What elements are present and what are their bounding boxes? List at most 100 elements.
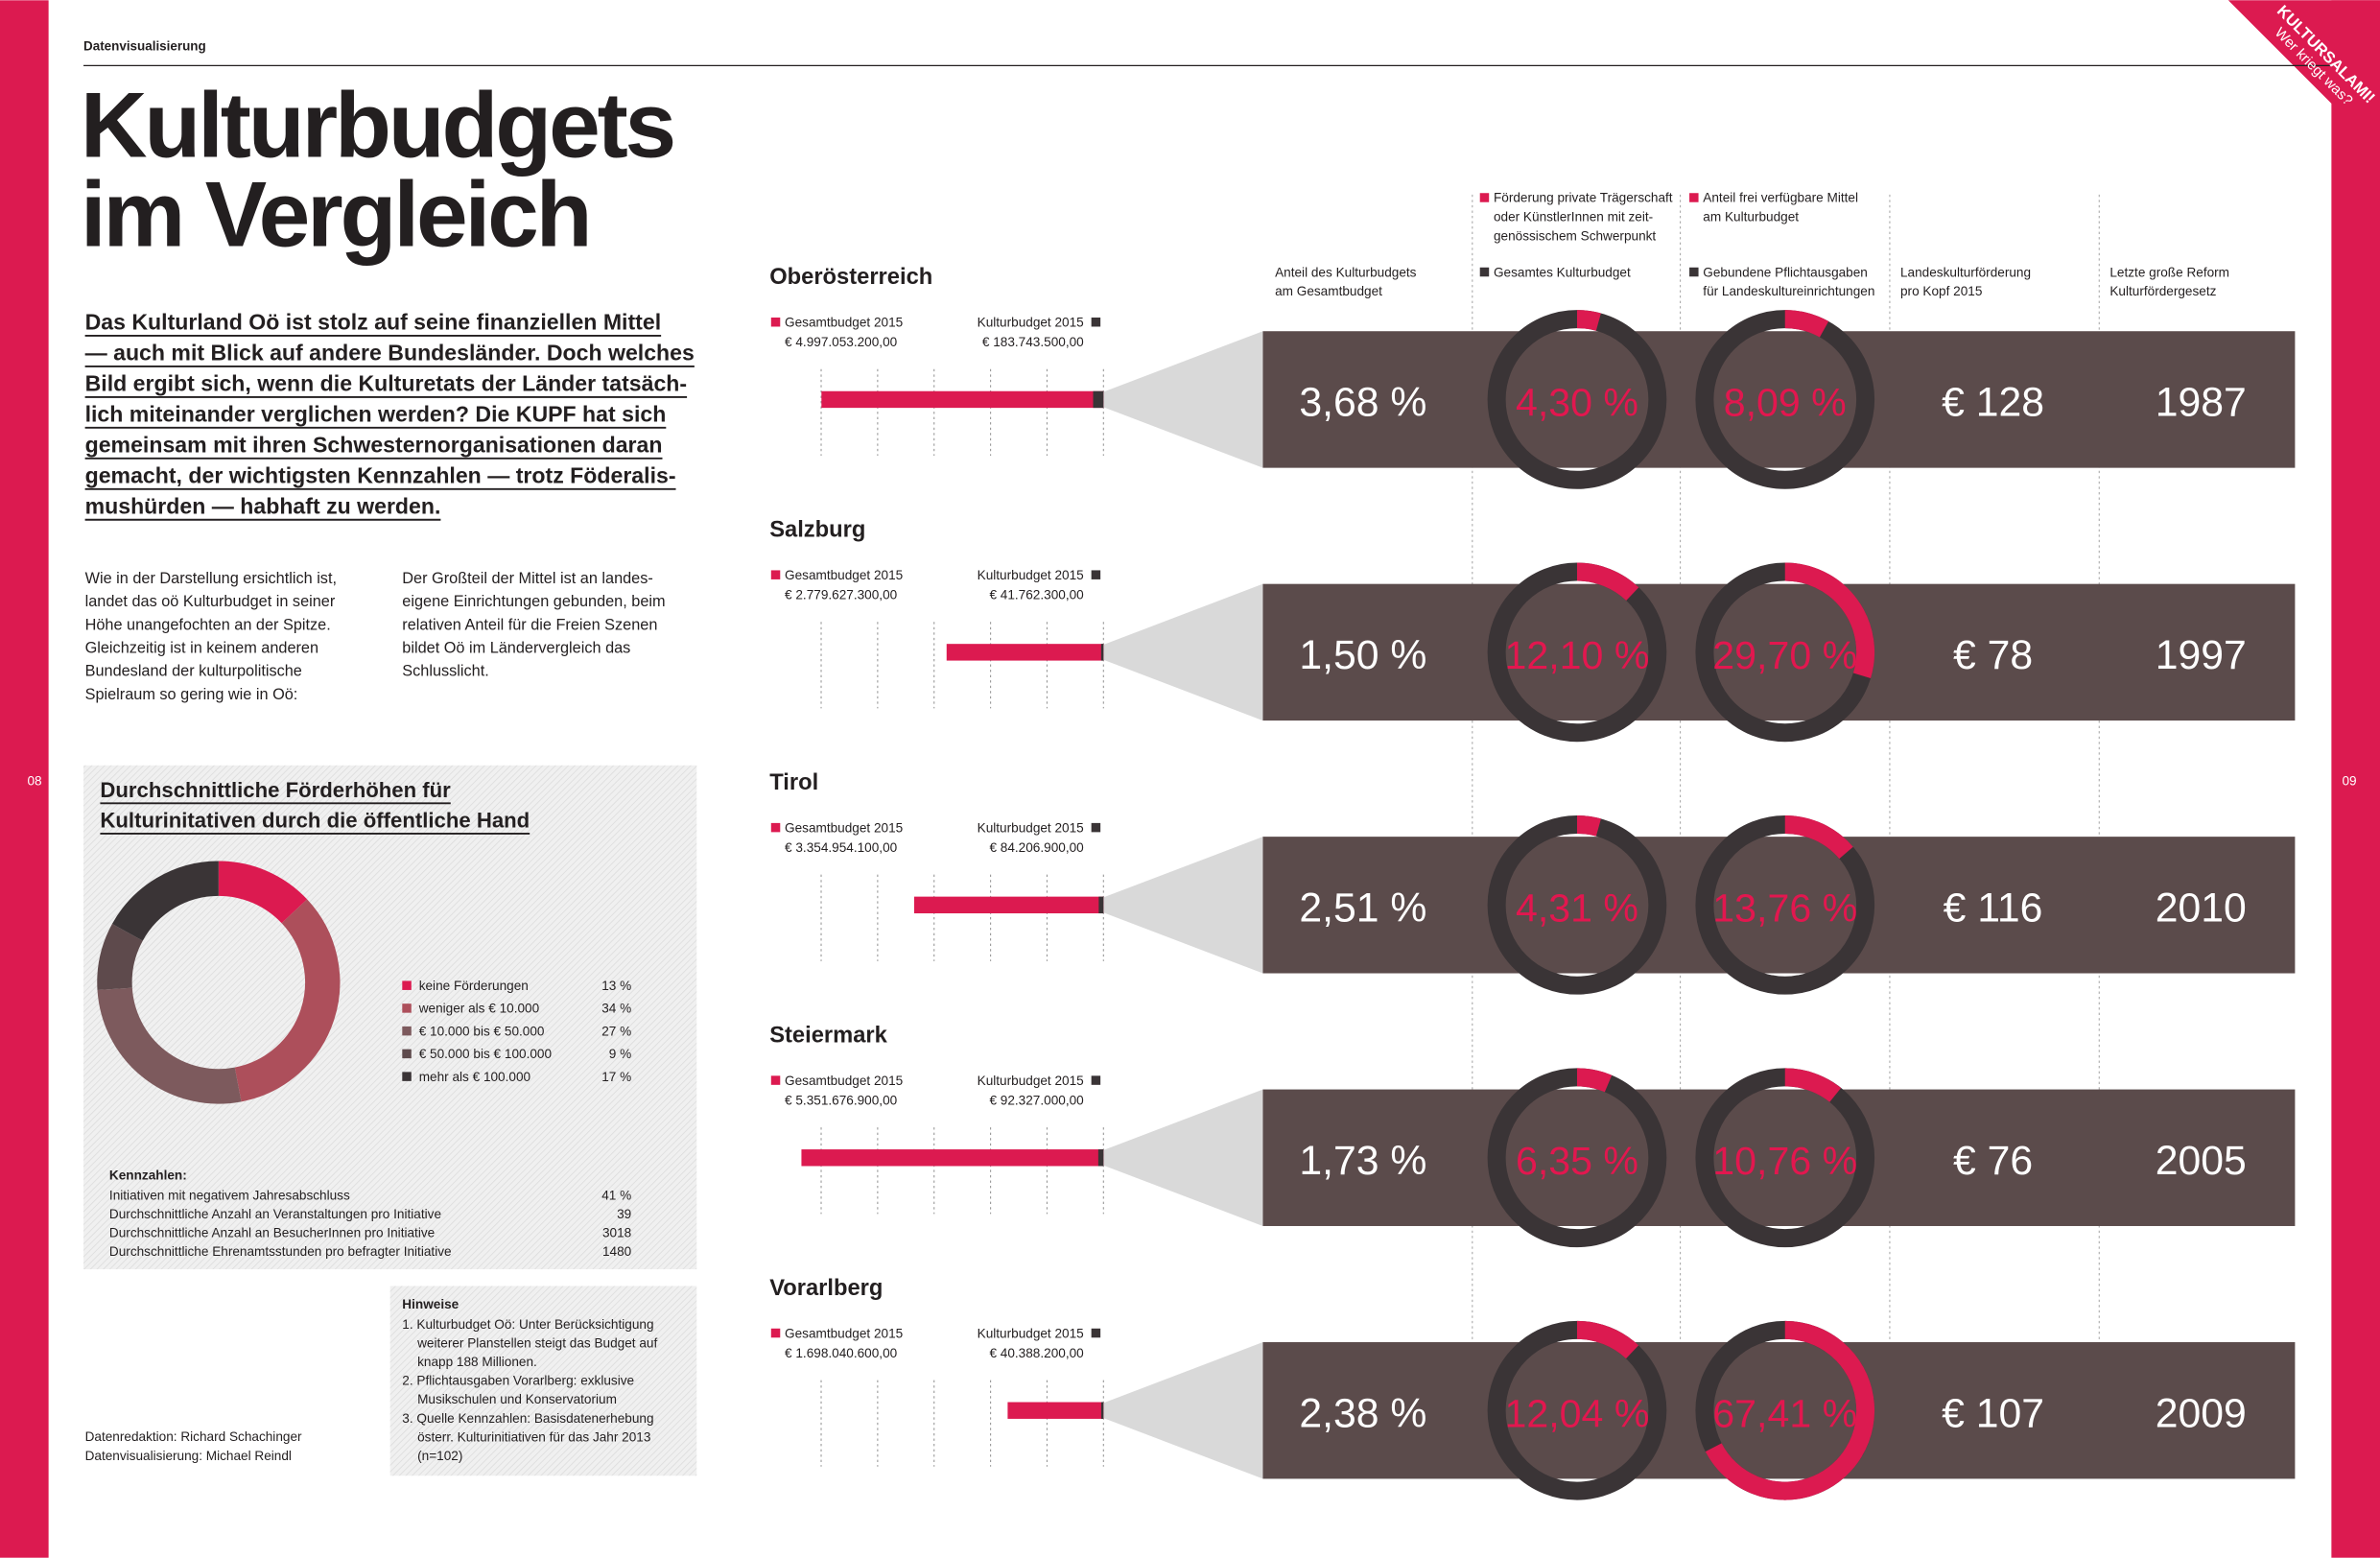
kennzahlen-title: Kennzahlen:: [109, 1168, 187, 1183]
intro-line: mushürden — habhaft zu werden.: [85, 493, 441, 518]
gesamt-bar: [946, 644, 1104, 661]
note-line: 3. Quelle Kennzahlen: Basisdatenerhebung: [402, 1411, 653, 1426]
legend-label: weniger als € 10.000: [418, 1002, 540, 1016]
ring-value: 10,76 %: [1712, 1139, 1857, 1183]
budget-title: Kulturbudget 2015: [978, 1326, 1084, 1340]
ring-value: 6,35 %: [1516, 1139, 1638, 1183]
per-capita: € 116: [1944, 885, 2043, 931]
per-capita: € 107: [1942, 1390, 2044, 1436]
legend-value: 27 %: [601, 1024, 631, 1038]
kennzahl-label: Durchschnittliche Anzahl an Veranstaltun…: [109, 1207, 441, 1221]
notes-title: Hinweise: [402, 1297, 459, 1311]
ring-arc: [1784, 562, 1875, 679]
budget-value: € 40.388.200,00: [989, 1346, 1084, 1360]
ring-value: 4,30 %: [1516, 381, 1638, 425]
budget-title: Kulturbudget 2015: [978, 820, 1084, 835]
reform-year: 1987: [2156, 380, 2247, 426]
budget-value: € 3.354.954.100,00: [785, 840, 898, 855]
budget-value: € 41.762.300,00: [989, 588, 1084, 602]
intro-line: lich miteinander verglichen werden? Die …: [85, 402, 667, 427]
ring-arc: [1784, 1068, 1842, 1102]
budget-value: € 92.327.000,00: [989, 1093, 1084, 1107]
body-line: relativen Anteil für die Freien Szenen: [402, 616, 657, 633]
share-value: 2,38 %: [1299, 1390, 1426, 1436]
body-line: Der Großteil der Mittel ist an landes-: [402, 570, 652, 587]
budget-title: Gesamtbudget 2015: [785, 1326, 903, 1340]
key-marker: [1091, 1328, 1101, 1338]
ring-arc: [1784, 310, 1829, 338]
per-capita: € 78: [1953, 632, 2033, 678]
column-header: oder KünstlerInnen mit zeit-: [1494, 210, 1653, 224]
ring-value: 29,70 %: [1712, 633, 1857, 677]
intro-line: — auch mit Blick auf andere Bundesländer…: [85, 341, 695, 366]
legend-value: 17 %: [601, 1070, 631, 1084]
connector: [1103, 583, 1263, 721]
budget-value: € 84.206.900,00: [989, 840, 1084, 855]
donut-segment: [234, 899, 341, 1102]
legend-swatch: [402, 1072, 412, 1081]
kennzahl-value: 3018: [602, 1226, 631, 1240]
share-value: 1,50 %: [1299, 632, 1426, 678]
band: [1262, 331, 2296, 468]
legend-label: € 50.000 bis € 100.000: [419, 1047, 553, 1061]
section-label: Datenvisualisierung: [83, 39, 206, 54]
column-header: für Landeskultureinrichtungen: [1703, 284, 1874, 298]
reform-year: 2005: [2156, 1138, 2247, 1184]
band: [1262, 837, 2296, 974]
body-line: Gleichzeitig ist in keinem anderen: [85, 640, 318, 657]
legend-swatch: [402, 1003, 412, 1013]
note-line: Musikschulen und Konservatorium: [417, 1392, 617, 1406]
left-strip: [0, 0, 49, 1558]
key-marker: [1091, 822, 1101, 833]
ring-value: 13,76 %: [1712, 885, 1857, 930]
gesamt-bar: [821, 390, 1104, 409]
budget-value: € 2.779.627.300,00: [785, 588, 898, 602]
ring-arc: [1784, 814, 1853, 860]
connector: [1103, 837, 1263, 974]
credit-line: Datenredaktion: Richard Schachinger: [85, 1429, 302, 1444]
budget-title: Kulturbudget 2015: [978, 315, 1084, 329]
column-header: pro Kopf 2015: [1900, 284, 1982, 298]
reform-year: 2010: [2156, 885, 2247, 931]
intro-line: Bild ergibt sich, wenn die Kulturetats d…: [85, 371, 688, 396]
share-value: 3,68 %: [1299, 380, 1426, 426]
column-header: Förderung private Trägerschaft: [1494, 191, 1673, 205]
legend-label: keine Förderungen: [419, 979, 529, 993]
legend-label: € 10.000 bis € 50.000: [419, 1024, 545, 1038]
ring-arc: [1576, 562, 1639, 602]
column-header: Gesamtes Kulturbudget: [1494, 265, 1631, 279]
header-marker: [1479, 267, 1490, 277]
legend-swatch: [402, 980, 412, 990]
body-line: Bundesland der kulturpolitische: [85, 663, 302, 680]
body-line: Höhe unangefochten an der Spitze.: [85, 616, 331, 633]
body-line: Wie in der Darstellung ersichtlich ist,: [85, 570, 337, 587]
region-name: Salzburg: [769, 518, 865, 543]
legend-label: mehr als € 100.000: [419, 1070, 531, 1084]
right-strip: [2331, 0, 2380, 1558]
column-header: genössischem Schwerpunkt: [1494, 229, 1656, 244]
body-line: eigene Einrichtungen gebunden, beim: [402, 593, 665, 610]
kultur-bar: [1100, 1402, 1104, 1419]
legend-value: 13 %: [601, 979, 631, 993]
note-line: 1. Kulturbudget Oö: Unter Berücksichtigu…: [402, 1317, 653, 1332]
ring-arc: [1576, 814, 1601, 837]
gesamt-bar: [801, 1149, 1104, 1167]
kultur-bar: [1097, 1149, 1104, 1167]
legend-swatch: [402, 1026, 412, 1036]
column-header: am Gesamtbudget: [1275, 284, 1382, 298]
page-number: 09: [2342, 773, 2356, 788]
budget-title: Gesamtbudget 2015: [785, 315, 903, 329]
share-value: 1,73 %: [1299, 1138, 1426, 1184]
budget-title: Kulturbudget 2015: [978, 568, 1084, 582]
gesamt-bar: [1007, 1402, 1104, 1419]
ring-arc: [1576, 1320, 1639, 1359]
body-line: Schlusslicht.: [402, 663, 489, 680]
key-marker: [770, 570, 781, 579]
ring-value: 4,31 %: [1516, 885, 1638, 930]
key-marker: [1091, 570, 1101, 579]
credit-line: Datenvisualisierung: Michael Reindl: [85, 1449, 292, 1463]
note-line: weiterer Planstellen steigt das Budget a…: [416, 1335, 657, 1350]
ring-arc: [1705, 1320, 1875, 1500]
budget-value: € 4.997.053.200,00: [785, 335, 898, 349]
per-capita: € 76: [1953, 1138, 2033, 1184]
